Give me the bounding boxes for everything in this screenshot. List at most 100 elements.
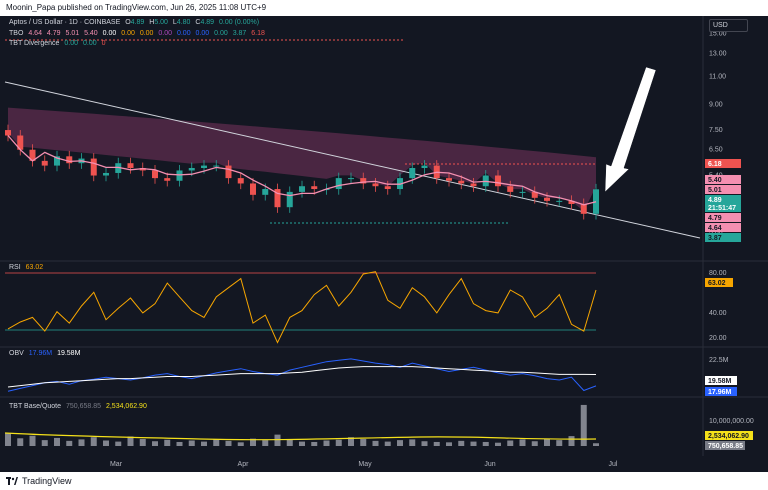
rsi-name: RSI bbox=[9, 264, 21, 271]
candle-body bbox=[286, 191, 293, 208]
time-axis: Mar Apr May Jun Jul bbox=[110, 461, 618, 468]
price-tag-label: 3.87 bbox=[708, 235, 722, 242]
vol-tag-label: 750,658.85 bbox=[708, 443, 743, 450]
legend-main[interactable]: Aptos / US Dollar · 1D · COINBASE O4.89 … bbox=[9, 19, 262, 26]
div-v1: 0.00 bbox=[64, 40, 79, 47]
price-tag-label: 5.01 bbox=[708, 187, 722, 194]
tbo-v6: 0.00 bbox=[121, 30, 135, 37]
tbo-v1: 4.64 bbox=[28, 30, 42, 37]
price-tag-label: 21:51:47 bbox=[708, 205, 736, 212]
legend-volume[interactable]: TBT Base/Quote 750,658.85 2,534,062.90 bbox=[9, 403, 150, 410]
volume-bar bbox=[262, 440, 269, 446]
rsi-panel bbox=[0, 260, 768, 344]
candle bbox=[103, 167, 109, 182]
candle-body bbox=[201, 165, 207, 169]
price-tag: 5.01 bbox=[705, 185, 741, 194]
volume-bar bbox=[188, 440, 195, 446]
candle-body bbox=[348, 178, 354, 180]
obv-ma-tag-label: 19.58M bbox=[708, 378, 732, 385]
vol-value1: 750,658.85 bbox=[65, 403, 102, 410]
candle bbox=[519, 186, 526, 198]
volume-bar bbox=[433, 441, 440, 446]
price-tag: 4.64 bbox=[705, 223, 741, 232]
time-tick: Jun bbox=[484, 461, 495, 468]
chart-area[interactable]: 15.00 13.00 11.00 9.00 7.50 6.50 5.40 3.60 80.00… bbox=[0, 16, 768, 472]
volume-bar bbox=[372, 440, 379, 446]
volume-bar bbox=[482, 441, 489, 446]
volume-bar bbox=[311, 441, 318, 446]
candle bbox=[66, 150, 73, 169]
obv-ma-tag: 19.58M bbox=[705, 376, 737, 385]
obv-panel bbox=[0, 346, 768, 392]
volume-bar bbox=[593, 443, 599, 446]
candle bbox=[176, 165, 183, 187]
price-tick: 11.00 bbox=[709, 74, 726, 81]
high-label: H bbox=[149, 19, 155, 26]
price-panel bbox=[4, 39, 701, 239]
volume-bar bbox=[421, 441, 428, 446]
legend-obv[interactable]: OBV 17.96M 19.58M bbox=[9, 350, 83, 357]
obv-tag: 17.96M bbox=[705, 387, 737, 396]
candle bbox=[421, 160, 428, 174]
candle bbox=[470, 178, 477, 192]
tbo-v9: 0.00 bbox=[176, 30, 191, 37]
obv-line bbox=[7, 358, 597, 392]
candle-body bbox=[250, 183, 256, 195]
volume-ma-line bbox=[4, 432, 597, 441]
price-tick: 7.50 bbox=[709, 127, 723, 134]
candle-body bbox=[409, 168, 416, 179]
symbol-title: Aptos / US Dollar · 1D · COINBASE bbox=[9, 19, 121, 26]
candle-body bbox=[544, 197, 550, 201]
candle bbox=[360, 172, 367, 190]
rsi-tag-bg bbox=[705, 278, 733, 287]
candle bbox=[152, 165, 158, 184]
candle-body bbox=[507, 186, 514, 192]
price-tag-bg bbox=[705, 233, 741, 242]
legend-tbo[interactable]: TBO 4.64 4.79 5.01 5.40 0.00 0.00 0.00 0… bbox=[9, 30, 268, 37]
change-value: 0.00 (0.00%) bbox=[219, 19, 260, 26]
price-tag: 6.18 bbox=[705, 159, 741, 168]
volume-bar bbox=[556, 440, 563, 446]
price-tick: 9.00 bbox=[709, 101, 723, 108]
div-v2: 0.00 bbox=[82, 40, 97, 47]
obv-tick: 22.5M bbox=[709, 357, 729, 364]
volume-bar bbox=[531, 441, 538, 446]
candle bbox=[286, 186, 293, 213]
candle-body bbox=[66, 156, 73, 164]
candle bbox=[348, 172, 354, 184]
volume-bar bbox=[127, 436, 134, 446]
legend-divergence[interactable]: TBT Divergence 0.00 0.00 0 bbox=[9, 40, 108, 47]
candle-body bbox=[152, 170, 158, 179]
legend-rsi[interactable]: RSI 63.02 bbox=[9, 264, 46, 271]
candle bbox=[311, 180, 318, 195]
price-tag: 3.87 bbox=[705, 233, 741, 242]
volume-bar bbox=[299, 441, 305, 446]
candle bbox=[335, 172, 342, 195]
volume-bar bbox=[348, 437, 354, 446]
volume-bar bbox=[495, 442, 501, 446]
candle-body bbox=[90, 158, 97, 176]
price-tag-label: 4.79 bbox=[708, 215, 722, 222]
tbo-v11: 0.00 bbox=[214, 30, 228, 37]
volume-bar bbox=[544, 438, 550, 446]
moving-average-line bbox=[7, 135, 597, 206]
volume-bar bbox=[90, 437, 97, 446]
price-tag-label: 4.89 bbox=[708, 197, 722, 204]
volume-bar bbox=[103, 440, 109, 446]
volume-bar bbox=[286, 439, 293, 446]
candle bbox=[90, 153, 97, 182]
candle bbox=[41, 155, 48, 172]
volume-bar bbox=[580, 404, 587, 446]
price-tick: 13.00 bbox=[709, 50, 727, 57]
candle-body bbox=[299, 186, 305, 192]
volume-bar bbox=[225, 440, 232, 446]
close-value: 4.89 bbox=[200, 19, 215, 26]
rsi-value: 63.02 bbox=[25, 264, 44, 271]
tbo-v12: 3.87 bbox=[232, 30, 247, 37]
candle-body bbox=[262, 189, 269, 195]
currency-button[interactable]: USD bbox=[709, 19, 748, 32]
volume-bar bbox=[568, 436, 575, 446]
volume-bar bbox=[201, 441, 207, 446]
price-tick: 6.50 bbox=[709, 147, 723, 154]
candle-body bbox=[41, 160, 48, 166]
